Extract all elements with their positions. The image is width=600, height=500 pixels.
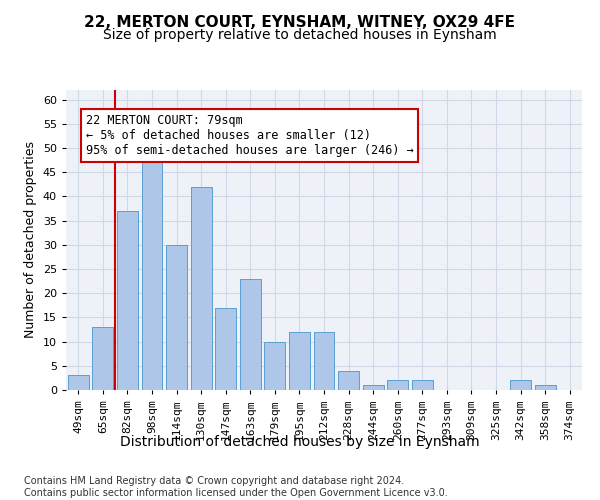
Bar — [92, 327, 113, 390]
Bar — [265, 342, 286, 390]
Bar — [510, 380, 531, 390]
Bar — [338, 370, 359, 390]
Text: Contains HM Land Registry data © Crown copyright and database right 2024.
Contai: Contains HM Land Registry data © Crown c… — [24, 476, 448, 498]
Bar — [142, 158, 163, 390]
Bar — [215, 308, 236, 390]
Bar — [289, 332, 310, 390]
Text: Size of property relative to detached houses in Eynsham: Size of property relative to detached ho… — [103, 28, 497, 42]
Text: 22, MERTON COURT, EYNSHAM, WITNEY, OX29 4FE: 22, MERTON COURT, EYNSHAM, WITNEY, OX29 … — [85, 15, 515, 30]
Bar — [387, 380, 408, 390]
Bar — [535, 385, 556, 390]
Bar — [191, 187, 212, 390]
Bar — [68, 376, 89, 390]
Bar — [314, 332, 334, 390]
Bar — [117, 211, 138, 390]
Bar — [362, 385, 383, 390]
Bar — [240, 278, 261, 390]
Y-axis label: Number of detached properties: Number of detached properties — [24, 142, 37, 338]
Bar — [412, 380, 433, 390]
Bar — [166, 245, 187, 390]
Text: Distribution of detached houses by size in Eynsham: Distribution of detached houses by size … — [120, 435, 480, 449]
Text: 22 MERTON COURT: 79sqm
← 5% of detached houses are smaller (12)
95% of semi-deta: 22 MERTON COURT: 79sqm ← 5% of detached … — [86, 114, 413, 157]
